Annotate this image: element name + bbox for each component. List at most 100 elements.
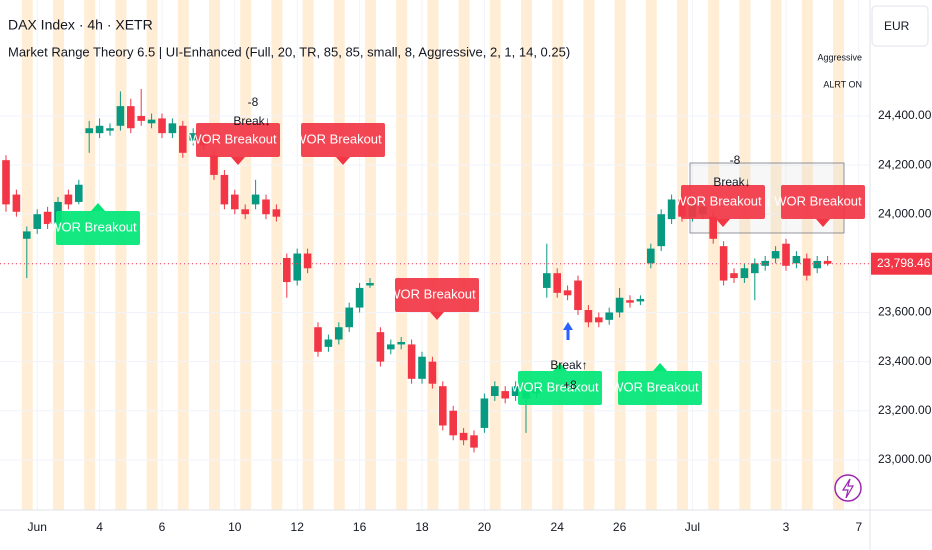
breakout-text: WOR Breakout ↑ (49, 219, 147, 234)
x-tick-label: 10 (228, 520, 242, 534)
breakout-box (618, 371, 702, 405)
break-label: -8 (730, 153, 741, 167)
candle-body (470, 435, 478, 448)
candle-body (626, 300, 634, 303)
alert-icon[interactable] (834, 474, 862, 502)
candle-body (740, 268, 749, 279)
candle-body (314, 327, 322, 352)
break-label: Break↓ (713, 175, 750, 189)
session-band (458, 0, 470, 510)
candle-body (43, 211, 52, 225)
candle-body (439, 386, 447, 426)
currency-button[interactable] (871, 5, 929, 47)
y-tick-label: 23,600.00 (878, 305, 932, 319)
candle-body (335, 327, 343, 340)
candle-body (657, 214, 665, 247)
breakout-label: WOR Breakout ↑ (49, 203, 147, 245)
y-tick-label: 23,400.00 (878, 354, 932, 368)
candle-body (262, 199, 270, 215)
x-tick-label: 26 (613, 520, 627, 534)
breakout-box (681, 185, 765, 219)
y-tick-label: 23,000.00 (878, 452, 932, 466)
candle-body (116, 106, 125, 126)
time-axis: Jun 4 6 10 12 16 18 20 24 26 Jul 3 7 (28, 520, 863, 534)
candles (2, 88, 832, 453)
candle-body (127, 106, 135, 129)
candle-body (647, 248, 655, 264)
candle-body (283, 257, 291, 283)
breakout-label: WOR Breakout ↓ (294, 123, 392, 165)
candle-body (251, 194, 260, 205)
breakout-pointer (231, 157, 245, 165)
breakout-box (518, 371, 602, 405)
x-tick-label: 4 (96, 520, 103, 534)
candle-body (709, 216, 717, 239)
breakout-pointer (91, 203, 105, 211)
candle-body (480, 398, 489, 428)
candle-body (210, 155, 218, 175)
session-band (84, 0, 96, 510)
break-label: -8 (248, 95, 259, 109)
candle-body (491, 386, 499, 397)
session-band (708, 0, 720, 510)
candle-body (813, 260, 821, 269)
breakout-pointer (430, 312, 444, 320)
y-tick-label: 23,200.00 (878, 403, 932, 417)
candle-body (751, 263, 759, 274)
candle-body (428, 361, 437, 384)
chart-title: DAX Index · 4h · XETR (8, 17, 153, 33)
breakout-text: WOR Breakout ↓ (674, 193, 772, 208)
candle-body (771, 251, 780, 259)
candle-body (324, 339, 333, 347)
x-tick-label: 24 (551, 520, 565, 534)
x-tick-label: Jul (685, 520, 700, 534)
session-band (146, 0, 158, 510)
candle-body (730, 273, 738, 279)
session-band (427, 0, 439, 510)
breakout-box (395, 278, 479, 312)
candle-body (220, 174, 229, 205)
candle-body (95, 125, 104, 134)
currency-label[interactable]: EUR (884, 19, 910, 33)
candle-body (782, 243, 790, 266)
candle-body (345, 307, 353, 328)
candle-body (366, 283, 374, 286)
annotations: WOR Breakout ↑ WOR Breakout ↓ WOR Breakout… (49, 95, 872, 405)
breakout-pointer (816, 219, 830, 227)
session-band (115, 0, 127, 510)
candle-body (418, 356, 426, 379)
breakout-text: WOR Breakout ↑ (511, 379, 609, 394)
x-tick-label: 20 (478, 520, 492, 534)
breakout-label: WOR Breakout ↑ (511, 363, 609, 405)
candle-body (407, 344, 416, 379)
candle-body (85, 128, 93, 134)
breakout-label: WOR Breakout ↓ (674, 185, 772, 227)
candle-body (823, 260, 832, 264)
session-band (209, 0, 220, 510)
candle-body (667, 199, 676, 220)
candle-body (636, 298, 645, 302)
breakout-box (781, 185, 865, 219)
y-tick-label: 24,000.00 (878, 206, 932, 220)
candle-body (158, 118, 166, 134)
candle-body (293, 253, 301, 281)
candle-body (241, 209, 249, 215)
candle-body (719, 246, 728, 281)
candle-body (501, 391, 509, 399)
breakout-text: WOR Breakout ↓ (189, 131, 287, 146)
last-price-tag (871, 252, 932, 275)
breakout-pointer (336, 157, 350, 165)
candle-body (397, 341, 405, 345)
alert-icon-bolt (841, 478, 855, 499)
breakout-label: WOR Breakout ↓ (189, 123, 287, 165)
candle-body (615, 297, 624, 313)
candle-body (803, 258, 811, 276)
candle-body (595, 317, 603, 323)
candle-body (449, 410, 457, 436)
breakout-box (56, 211, 140, 245)
session-band (177, 0, 189, 510)
x-tick-label: 7 (855, 520, 862, 534)
candle-body (563, 290, 572, 296)
candle-body (179, 125, 187, 153)
session-band (739, 0, 751, 510)
